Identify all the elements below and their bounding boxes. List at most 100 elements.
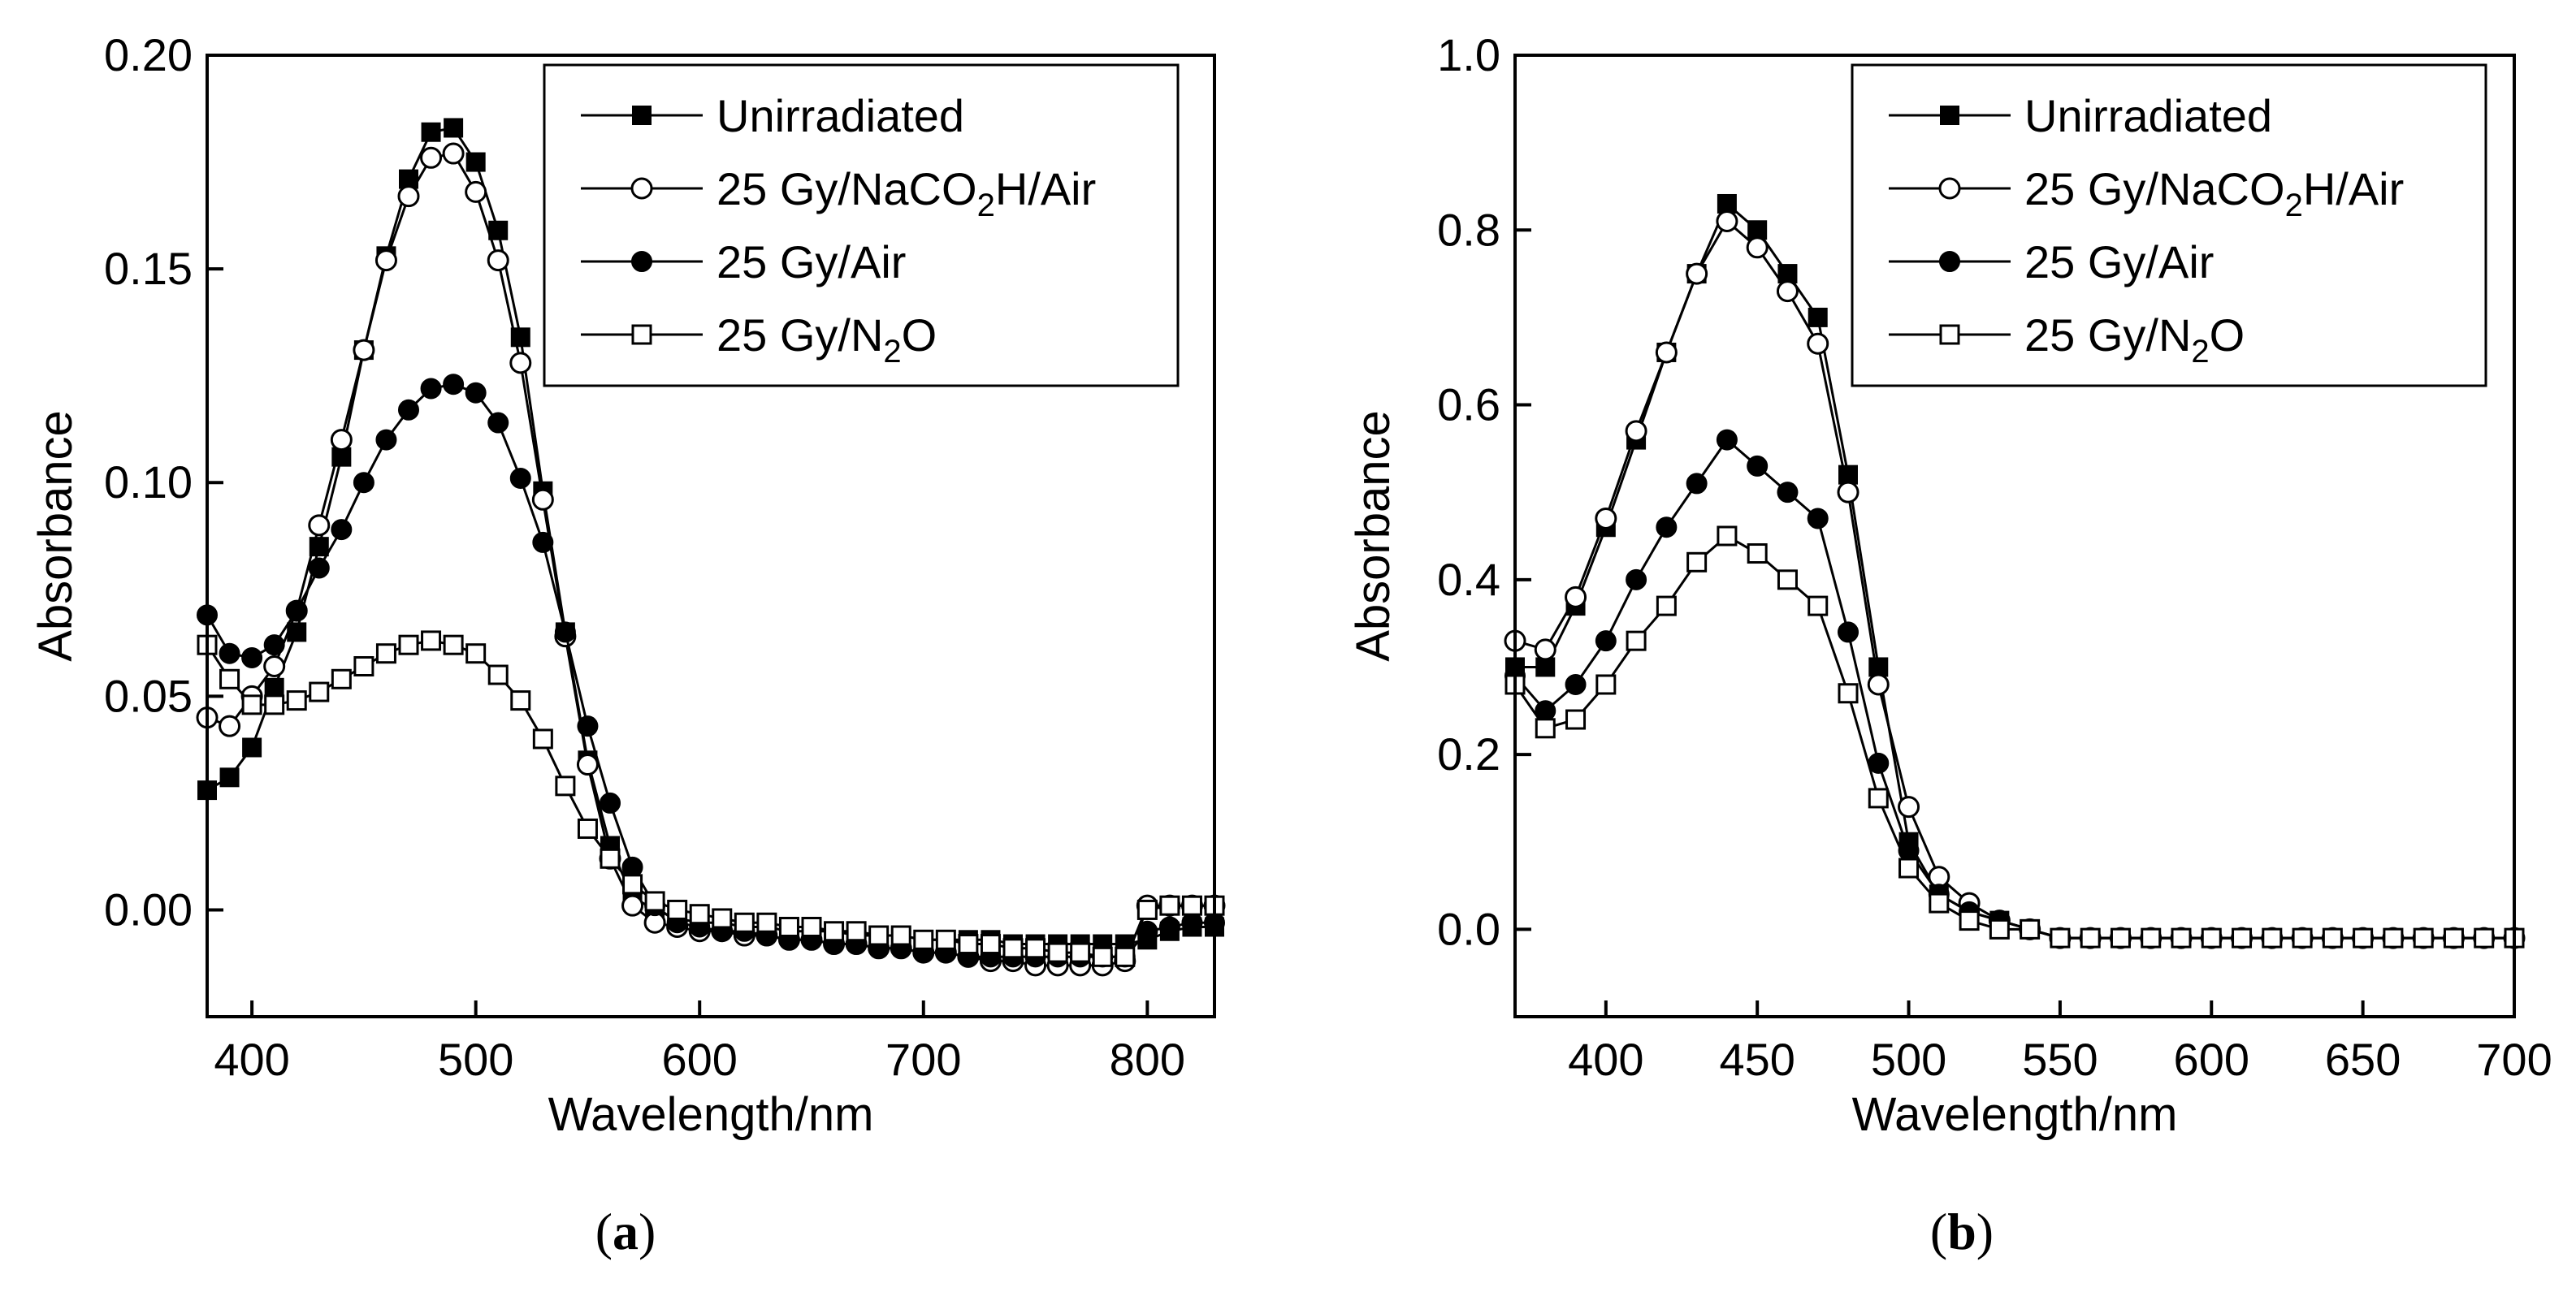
data-point (1746, 236, 1769, 259)
data-point (2232, 927, 2253, 948)
data-point (1047, 942, 1068, 963)
data-point (1565, 673, 1587, 695)
data-point (554, 621, 576, 643)
data-point (309, 681, 330, 702)
data-point (443, 634, 464, 655)
data-point (308, 514, 331, 537)
data-point (1837, 481, 1859, 503)
legend-label: 25 Gy/NaCO2H/Air (717, 163, 1096, 223)
data-point (868, 925, 890, 946)
x-tick-label: 550 (2022, 1034, 2098, 1085)
data-point (734, 912, 755, 933)
panel-caption: (a) (595, 1203, 656, 1260)
data-point (1838, 465, 1858, 485)
data-point (2201, 927, 2222, 948)
y-tick-label: 0.20 (104, 29, 193, 80)
data-point (1002, 938, 1024, 959)
data-point (1626, 568, 1647, 590)
data-point (420, 146, 443, 169)
data-point (1838, 621, 1859, 643)
legend-marker (631, 324, 652, 345)
data-point (241, 646, 263, 668)
y-tick-label: 0.05 (104, 670, 193, 721)
data-point (465, 180, 487, 203)
data-point (576, 754, 599, 776)
panel-caption: (b) (1930, 1203, 1994, 1260)
data-point (1808, 595, 1829, 616)
data-point (1959, 910, 1980, 931)
data-point (1686, 262, 1708, 285)
data-point (531, 488, 554, 511)
data-point (532, 531, 554, 553)
x-tick-label: 700 (2476, 1034, 2552, 1085)
data-point (487, 412, 509, 434)
data-point (1565, 586, 1587, 608)
data-point (1655, 341, 1678, 364)
y-axis-title: Absorbance (1347, 410, 1400, 662)
data-point (2474, 927, 2495, 948)
data-point (2080, 927, 2101, 948)
data-point (1716, 429, 1738, 451)
data-point (286, 600, 308, 622)
data-point (1717, 193, 1737, 214)
y-tick-label: 0.15 (104, 243, 193, 294)
data-point (667, 899, 688, 920)
x-tick-label: 500 (438, 1034, 513, 1085)
data-point (621, 856, 643, 878)
legend-marker (1938, 177, 1961, 200)
data-point (1595, 507, 1617, 529)
data-point (263, 634, 285, 656)
x-tick-label: 450 (1719, 1034, 1795, 1085)
data-point (1565, 709, 1587, 730)
data-point (1535, 718, 1556, 739)
data-point (1136, 899, 1158, 920)
data-point (242, 737, 262, 758)
data-point (2141, 927, 2162, 948)
data-point (2050, 927, 2071, 948)
y-tick-label: 1.0 (1437, 29, 1500, 80)
data-point (1807, 508, 1829, 529)
data-point (264, 694, 285, 715)
x-tick-label: 400 (214, 1034, 289, 1085)
data-point (443, 374, 465, 395)
data-point (756, 912, 777, 933)
data-point (487, 664, 509, 685)
data-point (420, 378, 442, 400)
series-line (206, 152, 1214, 967)
data-point (1777, 569, 1798, 590)
legend-marker (1939, 324, 1960, 345)
y-tick-label: 0.0 (1437, 903, 1500, 954)
data-point (1868, 788, 1889, 809)
legend-marker (1940, 106, 1959, 125)
data-point (1867, 673, 1890, 696)
data-point (1595, 630, 1617, 652)
data-point (286, 690, 307, 711)
data-point (1656, 516, 1678, 538)
data-point (398, 634, 419, 655)
data-point (241, 694, 262, 715)
data-point (1716, 210, 1738, 233)
data-point (622, 874, 643, 895)
legend-marker (632, 106, 652, 125)
data-point (555, 776, 576, 797)
y-tick-label: 0.10 (104, 456, 193, 508)
data-point (2383, 927, 2404, 948)
x-axis-title: Wavelength/nm (548, 1088, 874, 1141)
data-point (1929, 892, 1950, 914)
data-point (1025, 938, 1046, 959)
data-point (1747, 455, 1769, 477)
data-point (353, 472, 374, 494)
series-2 (1504, 429, 2525, 949)
x-tick-label: 600 (662, 1034, 738, 1085)
data-point (600, 792, 621, 814)
data-point (2443, 927, 2464, 948)
data-point (1158, 916, 1180, 938)
data-point (1807, 332, 1829, 355)
data-point (577, 818, 598, 839)
x-tick-label: 600 (2174, 1034, 2249, 1085)
data-point (2322, 927, 2343, 948)
data-point (1115, 946, 1136, 967)
plot-frame (1513, 54, 2516, 1018)
data-point (465, 643, 487, 664)
y-axis-title: Absorbance (29, 410, 82, 662)
